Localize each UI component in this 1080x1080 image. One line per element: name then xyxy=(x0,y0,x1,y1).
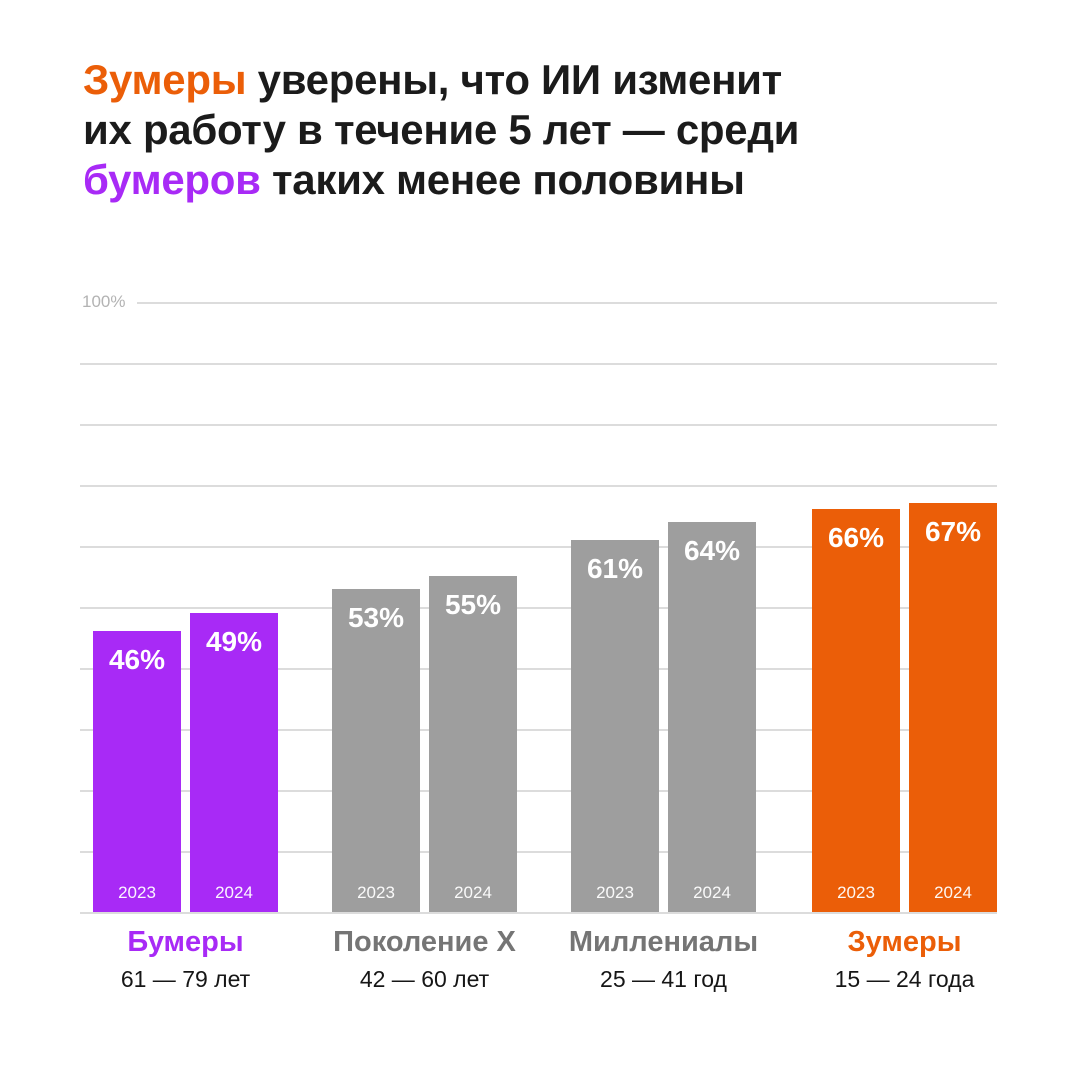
headline-highlight-purple: бумеров xyxy=(83,156,261,203)
headline-highlight-orange: Зумеры xyxy=(83,56,247,103)
category-label-Бумеры: Бумеры 61 — 79 лет xyxy=(121,926,250,993)
headline-text: их работу в течение 5 лет — среди xyxy=(83,106,800,153)
gridline xyxy=(80,729,997,731)
bar-year-label: 2023 xyxy=(118,883,156,902)
bar-year-label: 2024 xyxy=(215,883,253,902)
headline-line: бумеров таких менее половины xyxy=(83,155,1013,205)
category-age-range: 15 — 24 года xyxy=(834,966,975,992)
bar-Миллениалы-2023: 61% 2023 xyxy=(571,540,659,912)
chart-headline: Зумеры уверены, что ИИ изменит их работу … xyxy=(83,55,1013,205)
category-label-Зумеры: Зумеры 15 — 24 года xyxy=(835,926,975,993)
category-age-range: 42 — 60 лет xyxy=(359,966,490,992)
category-name: Зумеры xyxy=(847,926,962,958)
bar-year-label: 2024 xyxy=(934,883,972,902)
bar-Миллениалы-2024: 64% 2024 xyxy=(668,522,756,912)
bar-Зумеры-2023: 66% 2023 xyxy=(812,509,900,912)
gridline xyxy=(80,668,997,670)
bar-value-label: 46% xyxy=(108,644,166,675)
gridline xyxy=(80,607,997,609)
category-name: Бумеры xyxy=(127,926,244,958)
category-name: Поколение X xyxy=(333,926,516,958)
category-age-range: 61 — 79 лет xyxy=(120,966,251,992)
bar-value-label: 61% xyxy=(586,553,644,584)
headline-text: уверены, что ИИ изменит xyxy=(246,56,783,103)
bar-year-label: 2023 xyxy=(357,883,395,902)
bar-Бумеры-2023: 46% 2023 xyxy=(93,631,181,912)
gridline xyxy=(80,424,997,426)
category-label-Поколение X: Поколение X 42 — 60 лет xyxy=(333,926,516,993)
bar-value-label: 49% xyxy=(205,626,263,657)
gridline xyxy=(80,912,997,914)
plot-area: 100% 46% 2023 49% 2024 53% 2023 55% 2024 61% 2023… xyxy=(80,292,997,914)
bar-value-label: 64% xyxy=(683,535,741,566)
bar-value-label: 55% xyxy=(444,589,502,620)
bar-year-label: 2024 xyxy=(693,883,731,902)
bar-year-label: 2023 xyxy=(596,883,634,902)
headline-line: их работу в течение 5 лет — среди xyxy=(83,105,1013,155)
category-age-range: 25 — 41 год xyxy=(600,966,727,992)
gridline xyxy=(137,302,997,304)
gridline xyxy=(80,790,997,792)
y-axis-top-tick: 100% xyxy=(82,292,126,311)
headline-line: Зумеры уверены, что ИИ изменит xyxy=(83,55,1013,105)
bar-value-label: 66% xyxy=(827,522,885,553)
gridline xyxy=(80,485,997,487)
bar-year-label: 2024 xyxy=(454,883,492,902)
gridline xyxy=(80,851,997,853)
bar-year-label: 2023 xyxy=(837,883,875,902)
gridline xyxy=(80,546,997,548)
bar-value-label: 67% xyxy=(924,516,982,547)
category-label-Миллениалы: Миллениалы 25 — 41 год xyxy=(569,926,758,993)
bar-Поколение X-2024: 55% 2024 xyxy=(429,576,517,912)
bar-value-label: 53% xyxy=(347,602,405,633)
category-name: Миллениалы xyxy=(568,926,759,958)
bar-Зумеры-2024: 67% 2024 xyxy=(909,503,997,912)
gridline xyxy=(80,363,997,365)
headline-text: таких менее половины xyxy=(260,156,745,203)
bar-Поколение X-2023: 53% 2023 xyxy=(332,589,420,912)
bar-Бумеры-2024: 49% 2024 xyxy=(190,613,278,912)
